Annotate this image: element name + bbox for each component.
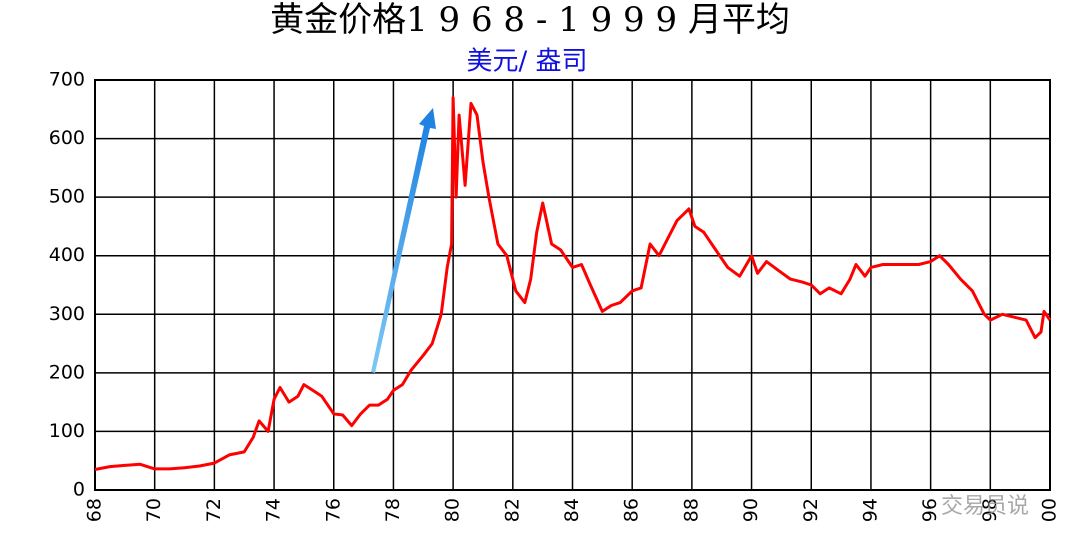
y-tick-label: 200 <box>49 361 85 383</box>
x-tick-label: 98 <box>979 498 1001 522</box>
x-tick-label: 92 <box>800 498 822 522</box>
y-tick-label: 100 <box>49 420 85 442</box>
watermark: 交易员说 <box>941 494 1029 519</box>
x-tick-label: 80 <box>442 498 464 522</box>
line-series <box>94 96 1052 471</box>
y-tick-label: 300 <box>49 303 85 325</box>
chart-title: 黄金价格1 9 6 8 - 1 9 9 9 月平均 <box>270 0 790 40</box>
x-tick-label: 70 <box>143 498 165 522</box>
y-tick-label: 0 <box>73 479 85 501</box>
x-tick-label: 84 <box>561 498 583 522</box>
chart-subtitle: 美元/ 盎司 <box>466 47 587 77</box>
plot: 0 100 200 300 400 500 600 700 68 70 72 74 76 78 80 82 84… <box>49 69 1061 523</box>
arrow <box>371 108 436 373</box>
x-tick-label: 86 <box>621 498 643 522</box>
x-tick-label: 94 <box>859 498 881 522</box>
y-tick-label: 400 <box>49 244 85 266</box>
y-tick-label: 700 <box>49 69 85 91</box>
x-tick-label: 96 <box>919 498 941 522</box>
y-tick-label: 500 <box>49 186 85 208</box>
x-tick-label: 72 <box>203 498 225 522</box>
plot-frame <box>94 79 1051 491</box>
x-tick-label: 88 <box>680 498 702 522</box>
x-tick-label: 76 <box>322 498 344 522</box>
x-tick-label: 78 <box>382 498 404 522</box>
x-tick-label: 74 <box>263 498 285 522</box>
x-tick-label: 90 <box>740 498 762 522</box>
x-tick-label: 82 <box>501 498 523 522</box>
x-tick-label: 68 <box>84 498 106 522</box>
y-tick-label: 600 <box>49 127 85 149</box>
x-tick-label: 00 <box>1039 498 1061 522</box>
